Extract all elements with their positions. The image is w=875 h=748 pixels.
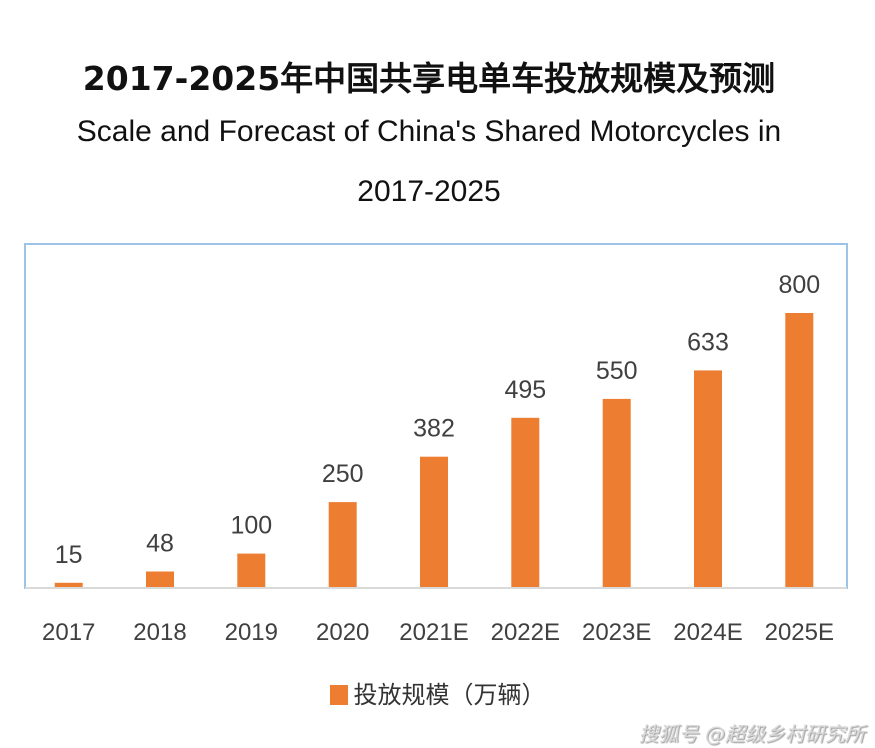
data-label-2018: 48	[146, 530, 174, 558]
bar-2022E	[511, 417, 540, 588]
data-label-2019: 100	[230, 512, 272, 540]
data-labels-group: 15 48 100 250 382 495 550 633 800	[55, 271, 820, 569]
data-label-2022E: 495	[504, 376, 546, 404]
data-label-2021E: 382	[413, 415, 455, 443]
x-tick-label-2025E: 2025E	[765, 619, 834, 646]
x-tick-label-2021E: 2021E	[399, 619, 468, 646]
legend-label: 投放规模（万辆）	[353, 681, 546, 709]
watermark: 搜狐号 @超级乡村研究所	[638, 722, 865, 746]
bar-2019	[237, 553, 266, 588]
chart-title-cn: 2017-2025年中国共享电单车投放规模及预测	[82, 59, 776, 98]
legend-swatch	[329, 685, 348, 705]
chart-title-en-line2: 2017-2025	[357, 175, 501, 208]
x-tick-label-2022E: 2022E	[491, 619, 560, 646]
x-tick-label-2023E: 2023E	[582, 619, 651, 646]
x-tick-label-2020: 2020	[316, 619, 369, 646]
data-label-2017: 15	[55, 541, 83, 569]
data-label-2020: 250	[322, 460, 364, 488]
bar-2018	[146, 571, 174, 588]
data-label-2025E: 800	[778, 271, 820, 299]
bar-2017	[54, 582, 83, 588]
chart-title-en-line1: Scale and Forecast of China's Shared Mot…	[76, 115, 782, 148]
bar-2020	[328, 502, 357, 588]
x-tick-labels-group: 2017 2018 2019 2020 2021E 2022E 2023E 2024E 2025…	[42, 619, 834, 646]
data-label-2024E: 633	[687, 328, 729, 356]
bars-group	[54, 313, 814, 588]
x-tick-label-2018: 2018	[133, 619, 186, 646]
data-label-2023E: 550	[596, 357, 638, 385]
bar-2025E	[785, 313, 814, 588]
bar-2023E	[602, 398, 631, 588]
x-tick-label-2024E: 2024E	[673, 619, 742, 646]
legend: 投放规模（万辆）	[0, 675, 875, 710]
bar-2021E	[420, 456, 448, 588]
bar-2024E	[694, 370, 722, 588]
x-tick-label-2017: 2017	[42, 619, 95, 646]
x-tick-label-2019: 2019	[225, 619, 278, 646]
